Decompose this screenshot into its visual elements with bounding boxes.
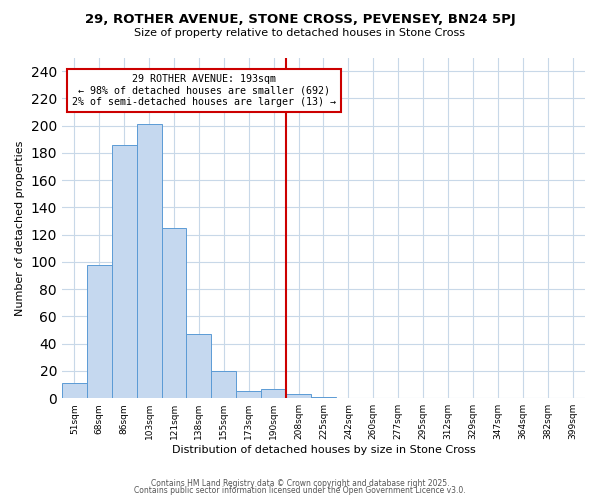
Bar xyxy=(161,228,187,398)
Bar xyxy=(236,392,261,398)
Text: Size of property relative to detached houses in Stone Cross: Size of property relative to detached ho… xyxy=(134,28,466,38)
Bar xyxy=(137,124,161,398)
Bar xyxy=(62,383,87,398)
Y-axis label: Number of detached properties: Number of detached properties xyxy=(15,140,25,316)
Bar xyxy=(261,388,286,398)
Bar xyxy=(87,264,112,398)
Bar xyxy=(112,144,137,398)
Text: Contains HM Land Registry data © Crown copyright and database right 2025.: Contains HM Land Registry data © Crown c… xyxy=(151,478,449,488)
Bar xyxy=(187,334,211,398)
Bar xyxy=(286,394,311,398)
Text: 29 ROTHER AVENUE: 193sqm
← 98% of detached houses are smaller (692)
2% of semi-d: 29 ROTHER AVENUE: 193sqm ← 98% of detach… xyxy=(72,74,336,107)
Text: Contains public sector information licensed under the Open Government Licence v3: Contains public sector information licen… xyxy=(134,486,466,495)
Bar xyxy=(211,371,236,398)
X-axis label: Distribution of detached houses by size in Stone Cross: Distribution of detached houses by size … xyxy=(172,445,475,455)
Bar xyxy=(311,397,336,398)
Text: 29, ROTHER AVENUE, STONE CROSS, PEVENSEY, BN24 5PJ: 29, ROTHER AVENUE, STONE CROSS, PEVENSEY… xyxy=(85,12,515,26)
